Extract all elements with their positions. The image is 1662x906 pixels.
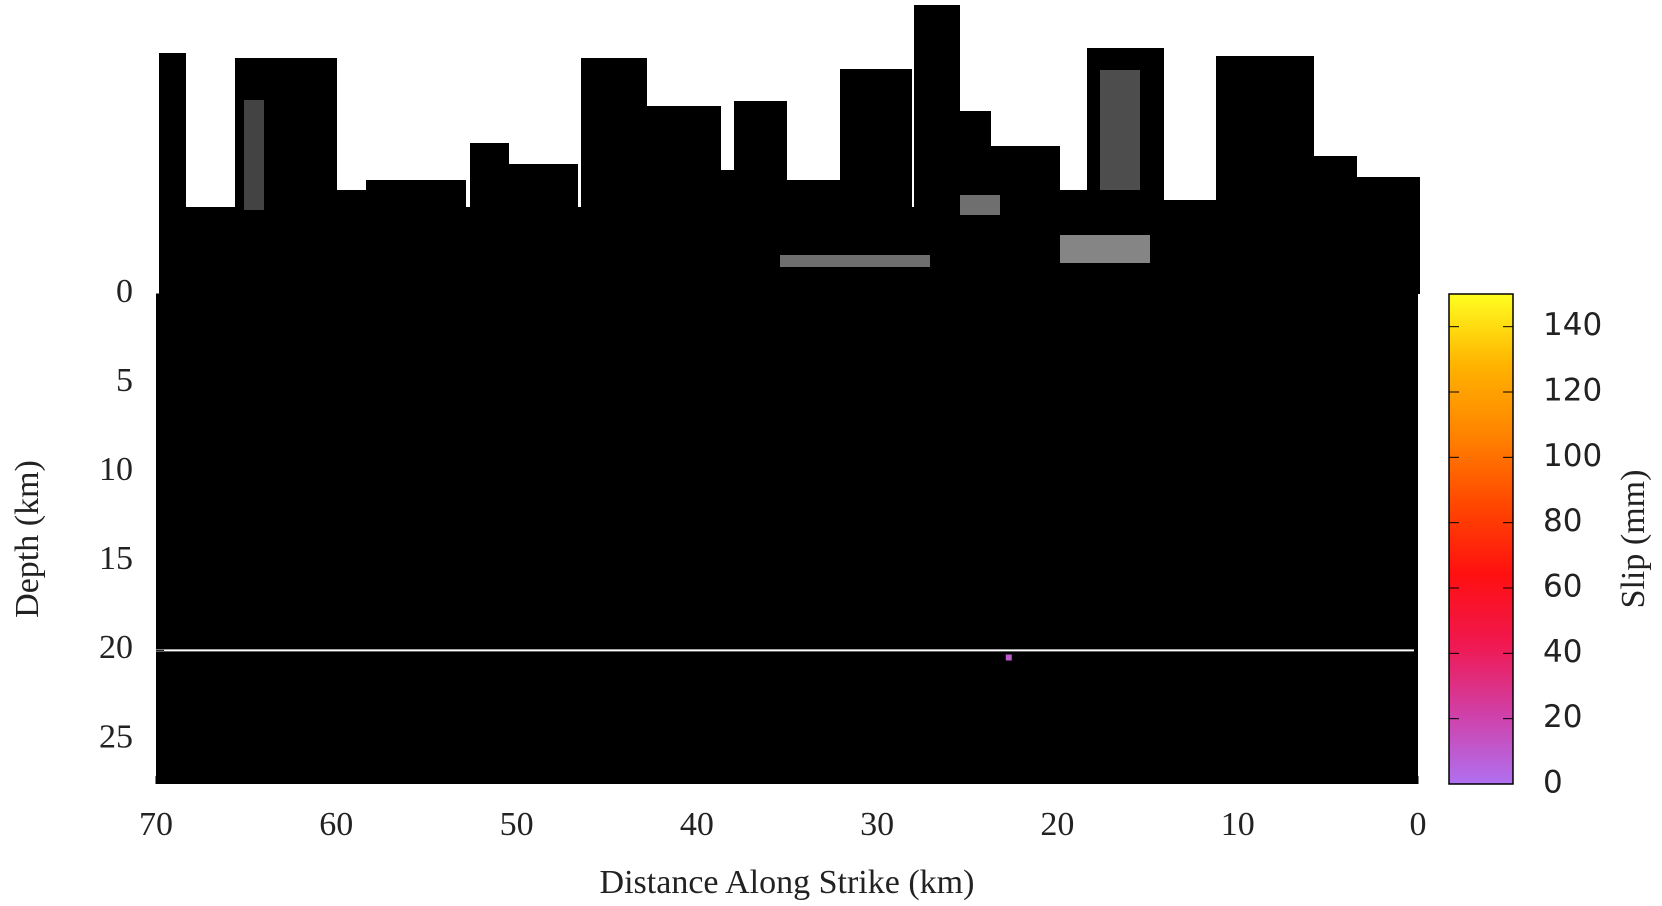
x-axis-title: Distance Along Strike (km) [600, 864, 975, 901]
x-tick-label: 50 [500, 806, 534, 843]
chart: Depth (km) Distance Along Strike (km) Sl… [0, 0, 1662, 906]
y-tick-label: 15 [99, 540, 133, 577]
y-tick-label: 25 [99, 718, 133, 755]
colorbar-tick-label: 80 [1543, 503, 1582, 539]
colorbar-title: Slip (mm) [1615, 470, 1652, 609]
plot-background [156, 294, 1418, 784]
x-tick-label: 70 [139, 806, 173, 843]
x-tick-label: 0 [1410, 806, 1427, 843]
colorbar-tick-label: 60 [1543, 569, 1582, 605]
heatmap-cell [1006, 654, 1012, 660]
colorbar-tick-label: 140 [1543, 307, 1602, 343]
x-tick-label: 10 [1221, 806, 1255, 843]
colorbar [1449, 294, 1513, 784]
skyline [159, 5, 1420, 294]
colorbar-tick-label: 20 [1543, 699, 1582, 735]
y-axis-title: Depth (km) [9, 460, 46, 618]
colorbar-tick-label: 120 [1543, 373, 1602, 409]
y-tick-label: 5 [116, 362, 133, 399]
colorbar-tick-label: 0 [1543, 765, 1563, 801]
x-tick-label: 30 [860, 806, 894, 843]
y-tick-label: 10 [99, 451, 133, 488]
x-tick-label: 60 [319, 806, 353, 843]
x-tick-label: 20 [1040, 806, 1074, 843]
y-tick-label: 20 [99, 629, 133, 666]
colorbar-tick-label: 100 [1543, 438, 1602, 474]
x-tick-label: 40 [680, 806, 714, 843]
y-tick-label: 0 [116, 273, 133, 310]
colorbar-tick-label: 40 [1543, 634, 1582, 670]
